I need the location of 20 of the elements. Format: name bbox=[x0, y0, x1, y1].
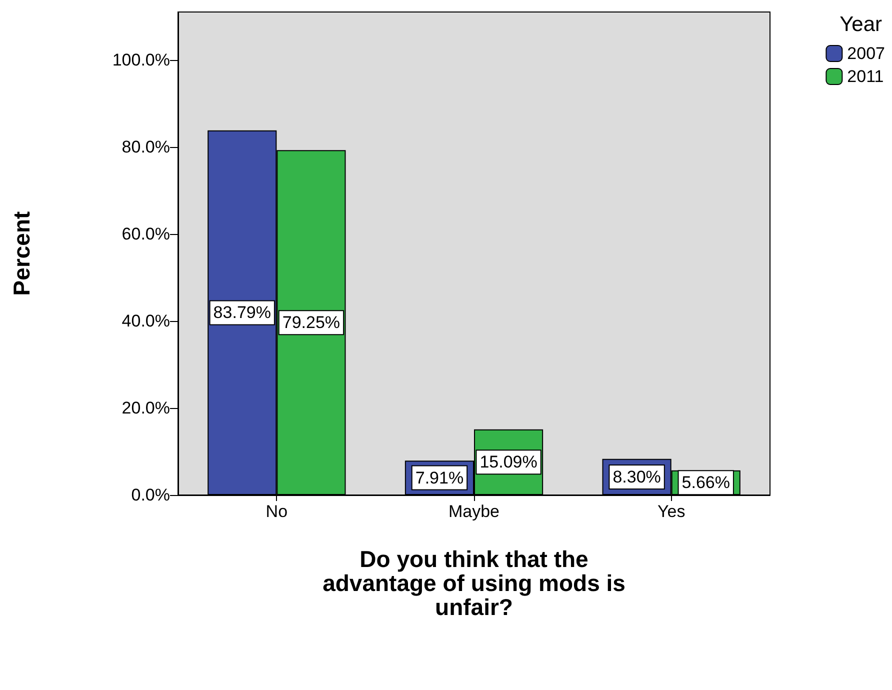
x-axis-title: Do you think that the advantage of using mods is unfair? bbox=[322, 546, 626, 620]
y-tick-label: 80.0% bbox=[122, 137, 170, 156]
data-label: 79.25% bbox=[282, 313, 340, 332]
y-tick-label: 20.0% bbox=[122, 398, 170, 418]
data-label: 83.79% bbox=[213, 303, 271, 322]
y-tick-label: 40.0% bbox=[122, 311, 170, 330]
legend-label: 2007 bbox=[847, 44, 886, 63]
y-tick-label: 100.0% bbox=[112, 50, 170, 70]
x-tick-label: Yes bbox=[657, 502, 686, 521]
y-tick-label: 0.0% bbox=[131, 486, 170, 504]
data-label: 7.91% bbox=[415, 468, 464, 488]
legend-label: 2011 bbox=[847, 67, 884, 86]
y-tick-label: 60.0% bbox=[122, 224, 170, 244]
legend-title: Year bbox=[840, 13, 882, 36]
data-label: 5.66% bbox=[682, 473, 730, 492]
data-label: 8.30% bbox=[612, 467, 661, 486]
y-axis-title: Percent bbox=[8, 210, 34, 296]
data-label: 15.09% bbox=[480, 452, 538, 472]
x-tick-label: Maybe bbox=[448, 502, 500, 521]
x-tick-label: No bbox=[266, 502, 288, 521]
